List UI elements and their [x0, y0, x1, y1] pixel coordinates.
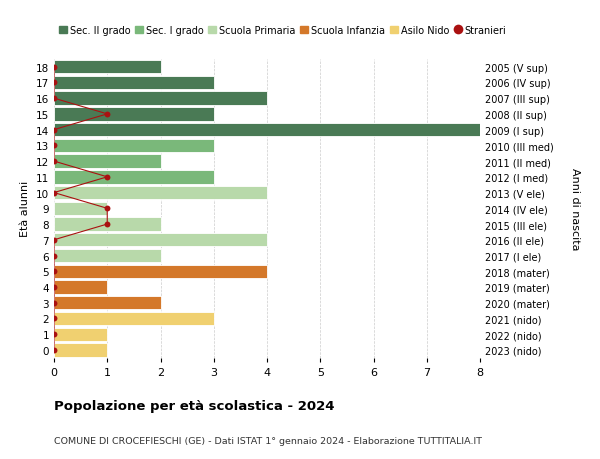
Point — [103, 221, 112, 228]
Text: COMUNE DI CROCEFIESCHI (GE) - Dati ISTAT 1° gennaio 2024 - Elaborazione TUTTITAL: COMUNE DI CROCEFIESCHI (GE) - Dati ISTAT… — [54, 436, 482, 445]
Bar — [54, 77, 214, 90]
Bar — [54, 61, 161, 74]
Point — [49, 127, 59, 134]
Bar — [54, 297, 161, 310]
Bar — [54, 171, 214, 184]
Point — [49, 95, 59, 103]
Point — [49, 64, 59, 71]
Point — [49, 284, 59, 291]
Text: Popolazione per età scolastica - 2024: Popolazione per età scolastica - 2024 — [54, 399, 335, 412]
Bar — [54, 123, 480, 137]
Bar — [54, 202, 107, 216]
Point — [49, 315, 59, 322]
Point — [49, 142, 59, 150]
Y-axis label: Età alunni: Età alunni — [20, 181, 31, 237]
Bar — [54, 265, 267, 278]
Point — [103, 111, 112, 118]
Point — [49, 79, 59, 87]
Point — [49, 236, 59, 244]
Bar — [54, 328, 107, 341]
Legend: Sec. II grado, Sec. I grado, Scuola Primaria, Scuola Infanzia, Asilo Nido, Stran: Sec. II grado, Sec. I grado, Scuola Prim… — [59, 26, 506, 36]
Bar — [54, 108, 214, 121]
Point — [49, 347, 59, 354]
Point — [49, 252, 59, 260]
Point — [49, 158, 59, 165]
Bar — [54, 234, 267, 247]
Bar — [54, 312, 214, 325]
Point — [103, 205, 112, 213]
Point — [103, 174, 112, 181]
Bar — [54, 155, 161, 168]
Point — [49, 190, 59, 197]
Bar — [54, 249, 161, 263]
Point — [49, 268, 59, 275]
Point — [49, 331, 59, 338]
Bar — [54, 218, 161, 231]
Point — [49, 299, 59, 307]
Y-axis label: Anni di nascita: Anni di nascita — [570, 168, 580, 250]
Bar — [54, 92, 267, 106]
Bar — [54, 343, 107, 357]
Bar — [54, 186, 267, 200]
Bar — [54, 140, 214, 153]
Bar — [54, 281, 107, 294]
